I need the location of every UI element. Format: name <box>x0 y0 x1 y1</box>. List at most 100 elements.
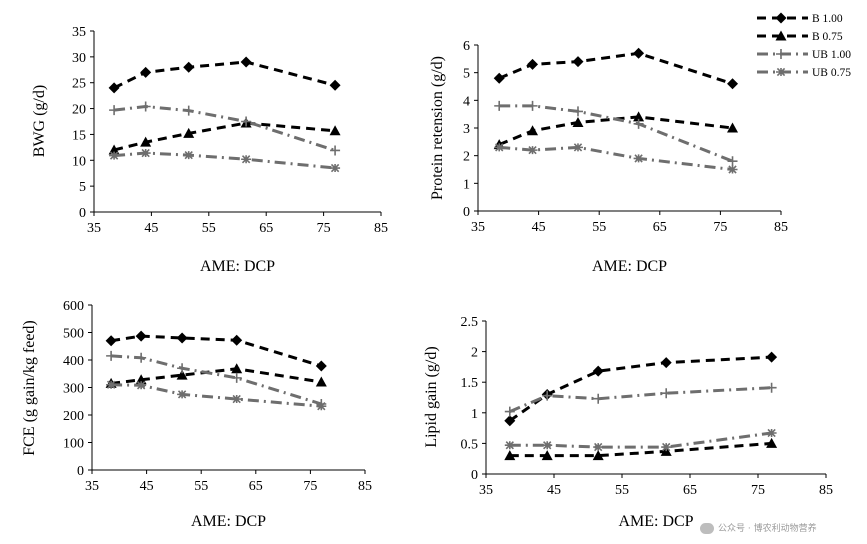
data-point-ub-1-00 <box>661 388 672 399</box>
y-tick-label: 30 <box>72 51 86 66</box>
x-tick-label: 35 <box>471 220 485 235</box>
watermark-text: 公众号 · 博农利动物营养 <box>718 524 817 534</box>
data-point-b-0-75 <box>541 450 553 461</box>
series-ub-0-75 <box>494 143 738 174</box>
series-b-1-00 <box>493 47 739 90</box>
data-point-ub-1-00 <box>542 390 553 401</box>
data-point-b-1-00 <box>493 72 505 84</box>
x-tick-label: 85 <box>374 221 388 236</box>
x-tick-label: 45 <box>532 220 546 235</box>
series-line-ub-0-75 <box>111 383 322 408</box>
y-tick-label: 5 <box>79 180 86 195</box>
data-point-ub-0-75 <box>136 381 147 390</box>
series-b-0-75 <box>108 117 341 155</box>
data-point-b-1-00 <box>108 82 120 94</box>
series-ub-0-75 <box>109 148 341 173</box>
series-b-1-00 <box>504 351 778 427</box>
legend-label-b-0-75: B 0.75 <box>812 31 843 43</box>
wechat-icon <box>700 523 714 534</box>
legend-label-ub-1-00: UB 1.00 <box>812 49 851 61</box>
data-point-ub-1-00 <box>572 106 583 117</box>
data-point-ub-1-00 <box>766 382 777 393</box>
x-tick-label: 75 <box>751 483 765 498</box>
data-point-b-1-00 <box>527 58 539 70</box>
data-point-ub-1-00 <box>183 105 194 116</box>
data-point-ub-1-00 <box>140 101 151 112</box>
x-axis-label: AME: DCP <box>618 513 693 530</box>
y-tick-label: 25 <box>72 77 86 92</box>
legend-marker-ub-1-00 <box>776 49 786 59</box>
legend-marker-ub-0-75 <box>776 67 786 77</box>
data-point-ub-1-00 <box>633 118 644 129</box>
x-tick-label: 55 <box>202 221 216 236</box>
y-tick-label: 4 <box>463 94 470 109</box>
lipid-gain-chart-panel: 35 45 55 65 75 85 0 0.5 1 1.5 2 2.5 AME: DCP Lipid ga… <box>423 315 833 530</box>
x-tick-label: 65 <box>249 479 263 494</box>
data-point-ub-0-75 <box>633 154 644 163</box>
y-tick-label: 0 <box>77 464 84 479</box>
series-ub-0-75 <box>504 428 777 452</box>
data-point-ub-1-00 <box>106 350 117 361</box>
x-tick-label: 55 <box>194 479 208 494</box>
data-point-ub-1-00 <box>504 406 515 417</box>
series-line-ub-0-75 <box>509 431 772 449</box>
data-point-b-0-75 <box>572 116 584 127</box>
y-tick-label: 2 <box>471 346 478 361</box>
y-tick-label: 1 <box>463 177 470 192</box>
y-tick-label: 500 <box>63 327 84 342</box>
y-tick-label: 5 <box>463 67 470 82</box>
y-tick-label: 6 <box>463 39 470 54</box>
series-line-b-1-00 <box>498 51 733 86</box>
series-line-b-0-75 <box>110 367 322 385</box>
x-tick-label: 35 <box>87 221 101 236</box>
data-point-b-0-75 <box>176 369 188 380</box>
y-tick-label: 20 <box>72 103 86 118</box>
x-tick-label: 35 <box>479 483 493 498</box>
legend-label-ub-0-75: UB 0.75 <box>812 67 851 79</box>
series-b-1-00 <box>108 56 341 94</box>
x-tick-label: 45 <box>140 479 154 494</box>
data-point-ub-1-00 <box>231 372 242 383</box>
data-point-b-0-75 <box>727 122 739 133</box>
data-point-ub-0-75 <box>231 394 242 404</box>
data-point-b-1-00 <box>633 47 645 59</box>
data-point-b-1-00 <box>660 357 672 369</box>
data-point-b-0-75 <box>231 363 243 374</box>
data-point-b-0-75 <box>140 136 152 147</box>
x-axis-label: AME: DCP <box>592 258 667 275</box>
series-b-1-00 <box>105 330 327 372</box>
data-point-b-0-75 <box>633 111 645 122</box>
series-b-0-75 <box>493 111 739 150</box>
bwg-chart-panel: 35 45 55 65 75 85 0 5 10 15 20 25 30 35 AME: DCP BWG (g… <box>31 25 388 275</box>
data-point-ub-0-75 <box>109 151 120 160</box>
data-point-ub-0-75 <box>106 380 117 389</box>
x-tick-label: 65 <box>683 483 697 498</box>
x-tick-label: 85 <box>358 479 372 494</box>
y-axis-label: Lipid gain (g/d) <box>423 346 440 447</box>
x-tick-label: 75 <box>713 220 727 235</box>
series-b-0-75 <box>504 437 778 461</box>
data-point-ub-0-75 <box>661 442 672 452</box>
y-tick-label: 35 <box>72 25 86 40</box>
x-tick-label: 35 <box>85 479 99 494</box>
y-axis-label: FCE (g gain/kg feed) <box>21 320 38 456</box>
data-point-b-1-00 <box>329 79 341 91</box>
data-point-b-1-00 <box>176 332 188 344</box>
legend-label-b-1-00: B 1.00 <box>812 13 843 25</box>
data-point-ub-0-75 <box>316 402 327 411</box>
series-line-b-1-00 <box>110 334 322 368</box>
x-tick-label: 65 <box>653 220 667 235</box>
x-tick-label: 55 <box>615 483 629 498</box>
series-ub-0-75 <box>106 380 327 411</box>
data-point-ub-0-75 <box>330 163 341 173</box>
data-point-b-1-00 <box>105 335 117 347</box>
y-tick-label: 100 <box>63 437 84 452</box>
data-point-ub-1-00 <box>241 116 252 127</box>
y-tick-label: 15 <box>72 128 86 143</box>
data-point-b-1-00 <box>592 365 604 377</box>
data-point-b-0-75 <box>766 437 778 448</box>
y-tick-label: 0 <box>471 468 478 483</box>
legend-marker-b-0-75 <box>775 30 787 41</box>
data-point-b-1-00 <box>766 351 778 363</box>
